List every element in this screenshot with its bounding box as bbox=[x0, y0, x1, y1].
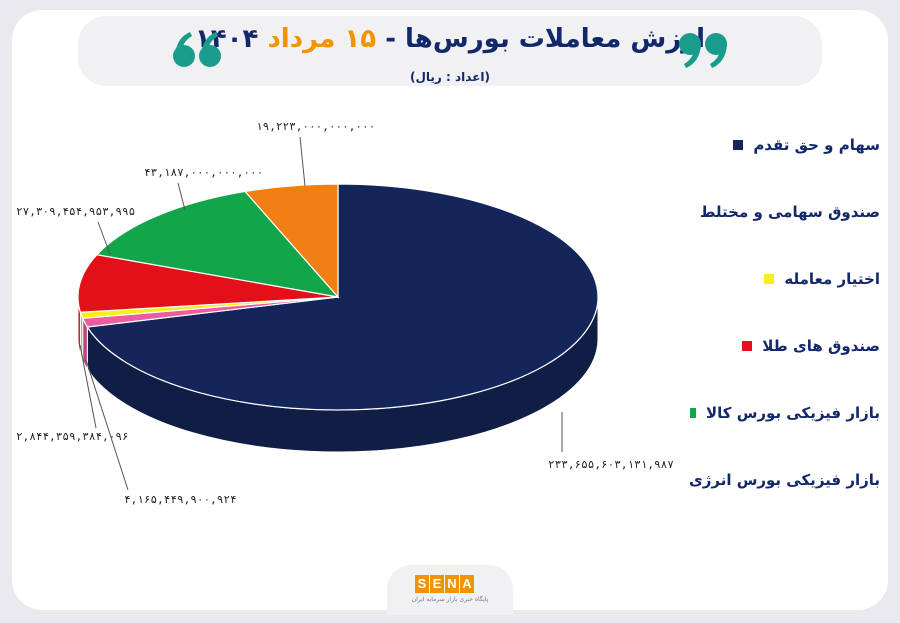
logo-letter: E bbox=[430, 575, 444, 593]
leader-line bbox=[85, 359, 129, 491]
legend-item: صندوق های طلا bbox=[680, 336, 880, 356]
data-label: ۱۹,۲۲۳,۰۰۰,۰۰۰,۰۰۰ bbox=[256, 120, 375, 133]
logo-letter: S bbox=[415, 575, 429, 593]
footer-brand: S E N A پایگاه خبری بازار سرمایه ایران bbox=[387, 565, 513, 615]
legend-item: بازار فیزیکی بورس کالا bbox=[680, 403, 880, 423]
leader-line bbox=[299, 136, 306, 187]
logo-letter: A bbox=[460, 575, 474, 593]
legend-label: سهام و حق تقدم bbox=[753, 136, 880, 154]
legend-label: اختیار معامله bbox=[784, 270, 880, 288]
open-quote-icon bbox=[173, 32, 221, 67]
legend-item: اختیار معامله bbox=[680, 269, 880, 289]
title-banner: ارزش معاملات بورس‌ها - ۱۵ مرداد ۱۴۰۴ (اع… bbox=[78, 16, 822, 86]
title-main: ارزش معاملات بورس‌ها bbox=[405, 24, 706, 54]
legend-label: بازار فیزیکی بورس کالا bbox=[705, 404, 880, 422]
legend-swatch bbox=[733, 140, 744, 150]
title-date-highlight: ۱۵ مرداد bbox=[267, 24, 377, 54]
footer-tagline: پایگاه خبری بازار سرمایه ایران bbox=[411, 596, 489, 603]
close-quote-icon bbox=[679, 33, 727, 68]
data-label: ۲,۸۴۴,۳۵۹,۳۸۴,۰۹۶ bbox=[16, 430, 129, 443]
title-separator: - bbox=[385, 24, 396, 54]
legend-label: صندوق های طلا bbox=[762, 337, 880, 355]
data-label: ۴۳,۱۸۷,۰۰۰,۰۰۰,۰۰۰ bbox=[144, 166, 263, 179]
legend-swatch bbox=[742, 341, 753, 351]
legend-swatch bbox=[764, 274, 775, 284]
pie-slice bbox=[243, 183, 339, 299]
unit-subtitle: (اعداد : ریال) bbox=[410, 70, 490, 84]
data-label: ۴,۱۶۵,۴۴۹,۹۰۰,۹۲۴ bbox=[124, 493, 237, 506]
data-label: ۲۳۳,۶۵۵,۶۰۳,۱۳۱,۹۸۷ bbox=[548, 458, 674, 471]
page-title: ارزش معاملات بورس‌ها - ۱۵ مرداد ۱۴۰۴ bbox=[78, 24, 822, 54]
logo-letter: N bbox=[445, 575, 459, 593]
pie-slice bbox=[77, 254, 339, 313]
leader-line bbox=[177, 182, 186, 211]
leader-line bbox=[79, 344, 97, 429]
pie-top-layer bbox=[77, 183, 599, 411]
pie-slice bbox=[95, 190, 340, 298]
sena-logo: S E N A bbox=[415, 575, 475, 593]
pie-slice bbox=[86, 183, 599, 411]
legend-label: صندوق سهامی و مختلط bbox=[699, 203, 880, 221]
pie-labels-layer: ۲۳۳,۶۵۵,۶۰۳,۱۳۱,۹۸۷ ۴,۱۶۵,۴۴۹,۹۰۰,۹۲۴ ۲,۸۴… bbox=[16, 120, 674, 506]
data-label: ۲۷,۳۰۹,۴۵۴,۹۵۳,۹۹۵ bbox=[16, 205, 135, 218]
leader-line bbox=[97, 221, 111, 255]
legend-item: بازار فیزیکی بورس انرژی bbox=[680, 470, 880, 490]
legend-item: سهام و حق تقدم bbox=[680, 135, 880, 155]
chart-legend: سهام و حق تقدم صندوق سهامی و مختلط اختیا… bbox=[680, 135, 880, 537]
legend-swatch bbox=[690, 408, 696, 418]
legend-item: صندوق سهامی و مختلط bbox=[680, 202, 880, 222]
legend-label: بازار فیزیکی بورس انرژی bbox=[688, 471, 880, 489]
